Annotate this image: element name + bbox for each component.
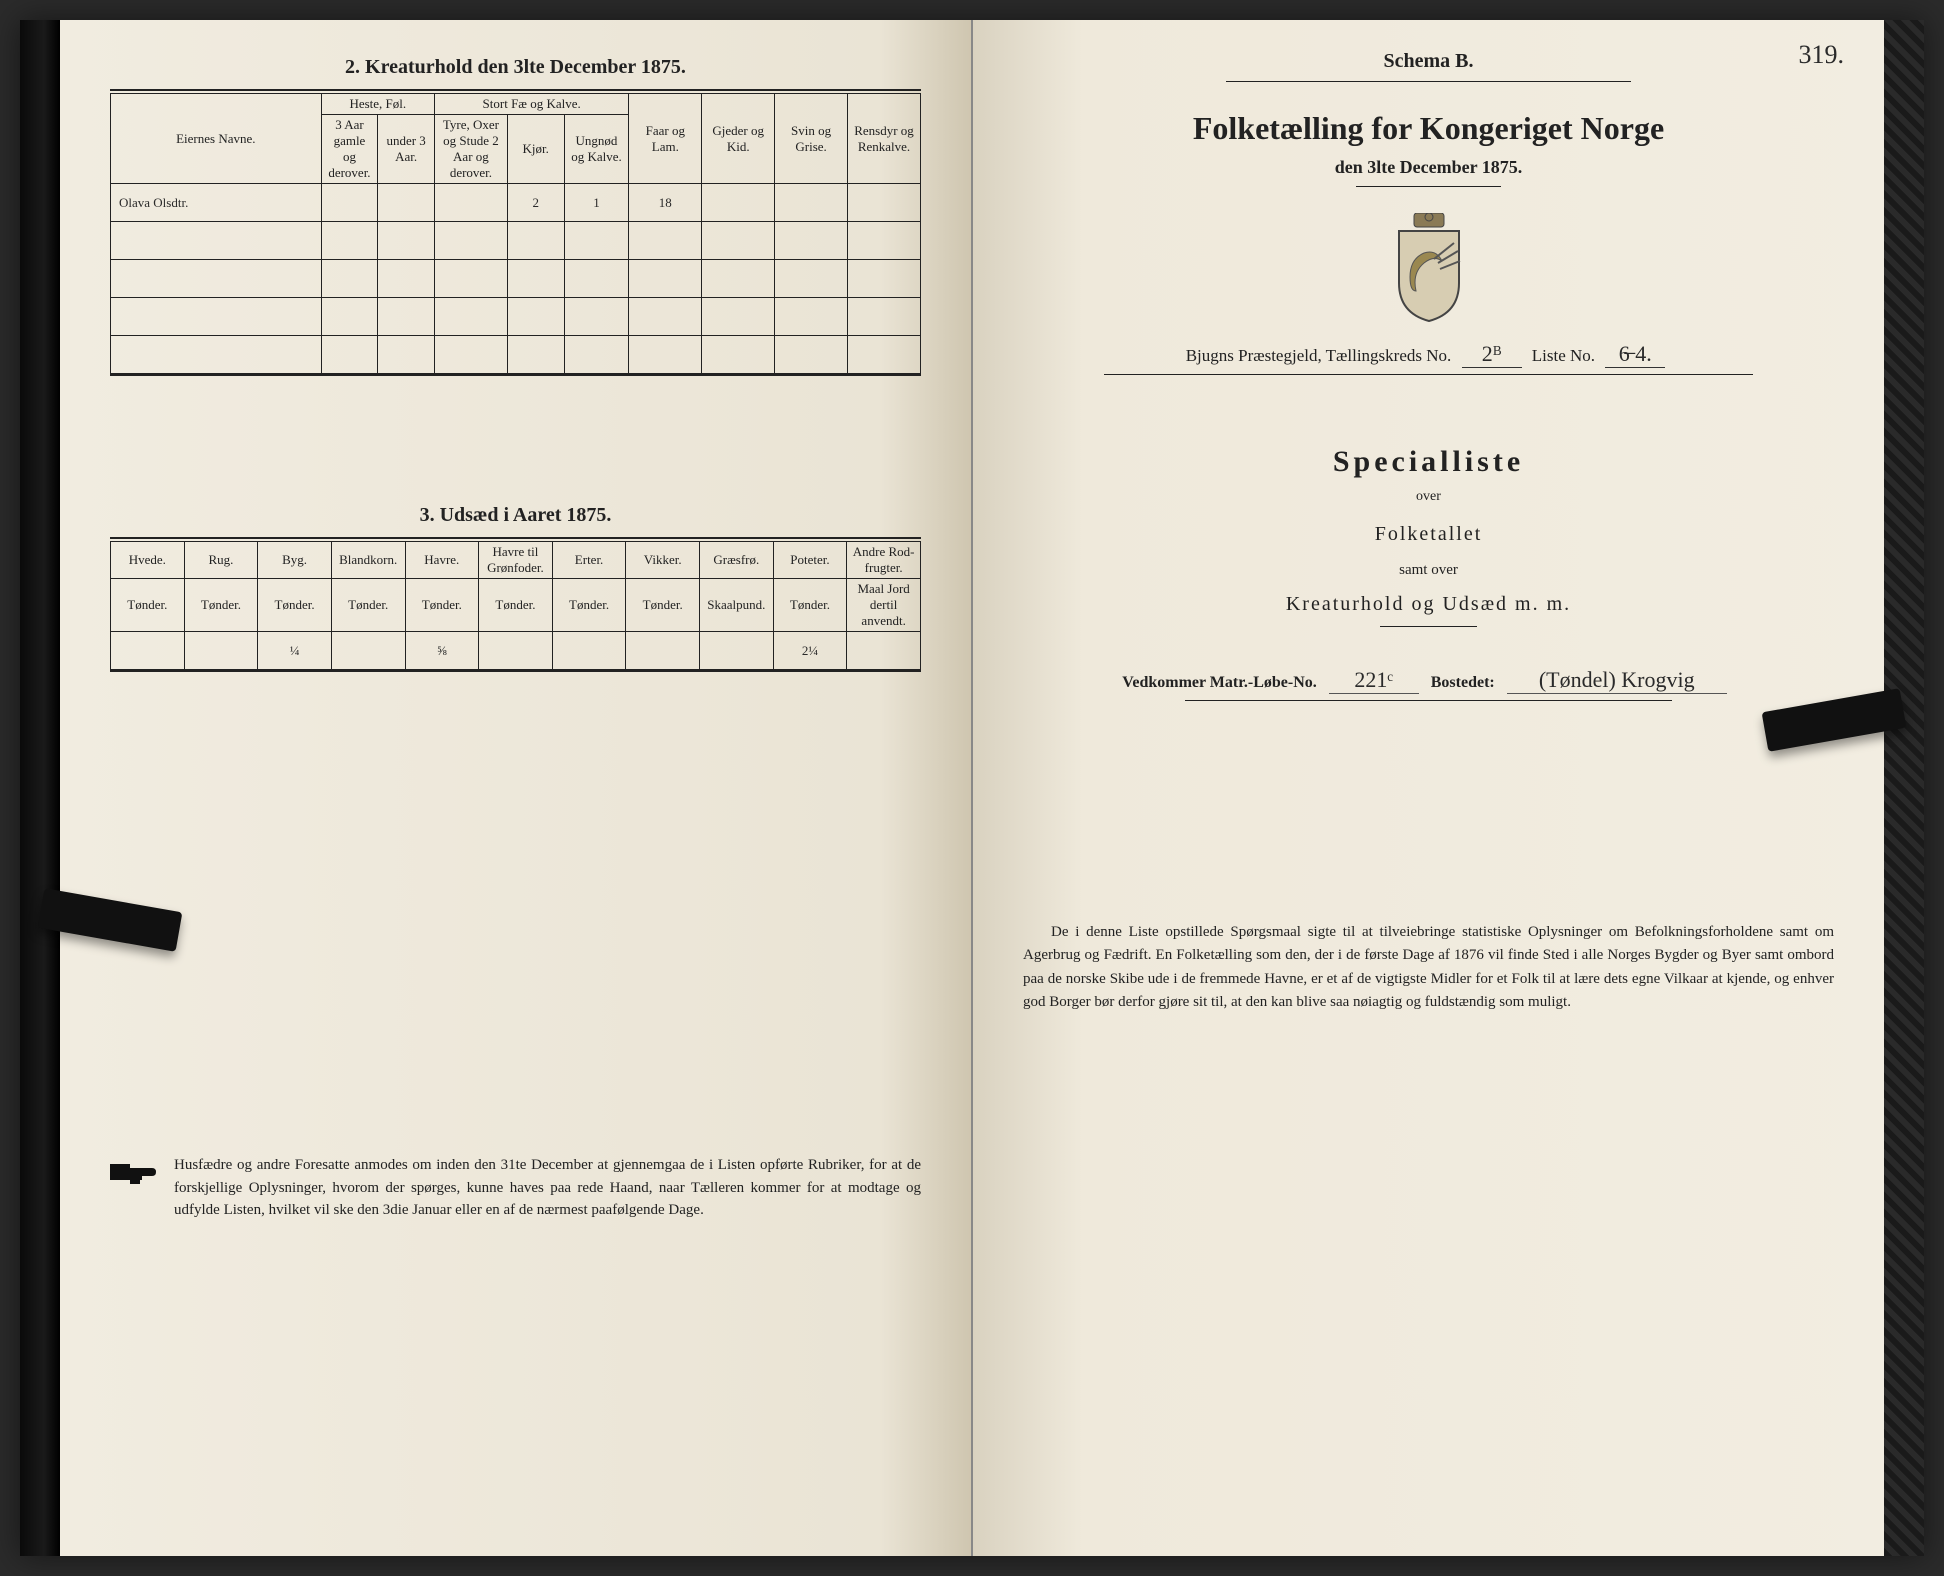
table1-title: 2. Kreaturhold den 3lte December 1875. — [110, 56, 921, 79]
unit: Tønder. — [773, 579, 847, 632]
col-f1: Tyre, Oxer og Stude 2 Aar og derover. — [434, 115, 507, 184]
matr-number: 221ᶜ — [1329, 667, 1419, 694]
col-faar: Faar og Lam. — [629, 94, 702, 184]
table-row: ¼ ⅝ 2¼ — [111, 632, 921, 670]
rule — [1226, 81, 1632, 82]
rule — [110, 537, 921, 539]
unit: Tønder. — [405, 579, 479, 632]
col-ren: Rensdyr og Renkalve. — [848, 94, 921, 184]
pointing-hand-icon — [110, 1158, 158, 1186]
col: Vikker. — [626, 542, 700, 579]
col: Græsfrø. — [700, 542, 774, 579]
district-line: Bjugns Præstegjeld, Tællingskreds No. 2ᴮ… — [1023, 341, 1834, 368]
rule — [1356, 186, 1502, 187]
col: Andre Rod­frugter. — [847, 542, 921, 579]
bosted-value: (Tøndel) Krogvig — [1507, 667, 1727, 694]
district-number: 2ᴮ — [1462, 341, 1522, 368]
right-bottom-paragraph: De i denne Liste opstillede Spørgsmaal s… — [1023, 921, 1834, 1014]
schema-label: Schema B. — [1023, 50, 1834, 73]
col: Hvede. — [111, 542, 185, 579]
coat-of-arms-icon — [1384, 213, 1474, 323]
liste-label: Liste No. — [1532, 346, 1595, 365]
table-row — [111, 222, 921, 260]
unit: Tønder. — [626, 579, 700, 632]
rule — [110, 374, 921, 376]
unit: Tønder. — [552, 579, 626, 632]
col: Havre til Grønfoder. — [479, 542, 553, 579]
rule — [1104, 374, 1753, 375]
liste-number: 6̶ 4. — [1605, 341, 1665, 368]
col-svin: Svin og Grise. — [775, 94, 848, 184]
census-book-spread: 2. Kreaturhold den 3lte December 1875. E… — [20, 20, 1924, 1556]
col-f2: Kjør. — [507, 115, 564, 184]
table-row — [111, 260, 921, 298]
col-heste: Heste, Føl. — [321, 94, 434, 115]
rule — [110, 89, 921, 91]
bosted-label: Bostedet: — [1431, 674, 1495, 691]
kreaturhold-label: Kreaturhold og Udsæd m. m. — [1023, 593, 1834, 616]
footnote-text: Husfædre og andre Foresatte anmodes om i… — [174, 1154, 921, 1222]
samt-over-label: samt over — [1023, 562, 1834, 579]
rule — [110, 670, 921, 672]
book-binding-right — [1884, 20, 1924, 1556]
col: Poteter. — [773, 542, 847, 579]
udsaed-table: Hvede. Rug. Byg. Blandkorn. Havre. Havre… — [110, 541, 921, 670]
property-line: Vedkommer Matr.-Løbe-No. 221ᶜ Bostedet: … — [1023, 667, 1834, 694]
matr-label: Vedkommer Matr.-Løbe-No. — [1122, 674, 1317, 691]
table2-title: 3. Udsæd i Aaret 1875. — [110, 504, 921, 527]
right-page: 319. Schema B. Folketælling for Kongerig… — [973, 20, 1884, 1556]
over-label: over — [1023, 489, 1834, 505]
col-h2: under 3 Aar. — [378, 115, 435, 184]
district-label: Bjugns Præstegjeld, Tællingskreds No. — [1186, 346, 1452, 365]
census-subtitle: den 3lte December 1875. — [1023, 157, 1834, 178]
left-footnote: Husfædre og andre Foresatte anmodes om i… — [110, 1154, 921, 1222]
col: Blandkorn. — [331, 542, 405, 579]
census-title: Folketælling for Kongeriget Norge — [1023, 110, 1834, 147]
unit: Tønder. — [258, 579, 332, 632]
unit: Tønder. — [111, 579, 185, 632]
rule — [1185, 700, 1672, 701]
col: Byg. — [258, 542, 332, 579]
col-stortfae: Stort Fæ og Kalve. — [434, 94, 628, 115]
table-row — [111, 298, 921, 336]
table-row: Olava Olsdtr. 2 1 18 — [111, 184, 921, 222]
book-binding-left — [20, 20, 60, 1556]
unit: Maal Jord dertil anvendt. — [847, 579, 921, 632]
col-f3: Ungnød og Kalve. — [564, 115, 629, 184]
page-number: 319. — [1799, 40, 1845, 70]
folketallet-label: Folketallet — [1023, 523, 1834, 546]
col-gjed: Gjeder og Kid. — [702, 94, 775, 184]
unit: Tønder. — [184, 579, 258, 632]
col: Rug. — [184, 542, 258, 579]
table-row — [111, 336, 921, 374]
specialliste-heading: Specialliste — [1023, 445, 1834, 479]
unit: Tønder. — [479, 579, 553, 632]
col-h1: 3 Aar gamle og derover. — [321, 115, 378, 184]
col: Erter. — [552, 542, 626, 579]
col: Havre. — [405, 542, 479, 579]
col-eier: Eiernes Navne. — [111, 94, 322, 184]
unit: Skaalpund. — [700, 579, 774, 632]
unit: Tønder. — [331, 579, 405, 632]
rule — [1380, 626, 1477, 627]
kreaturhold-table: Eiernes Navne. Heste, Føl. Stort Fæ og K… — [110, 93, 921, 374]
kreaturhold-rows: Olava Olsdtr. 2 1 18 — [111, 184, 921, 374]
left-page: 2. Kreaturhold den 3lte December 1875. E… — [60, 20, 973, 1556]
